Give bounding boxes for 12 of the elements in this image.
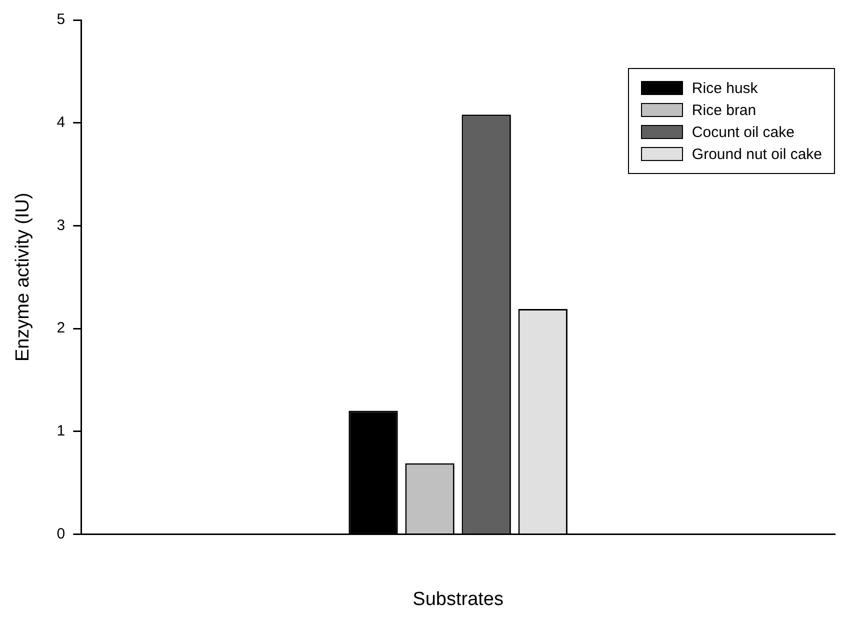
x-axis-title: Substrates (412, 588, 504, 610)
y-tick-label: 0 (56, 525, 66, 542)
y-tick-label: 4 (56, 114, 66, 131)
legend-label: Ground nut oil cake (692, 146, 822, 162)
y-tick-label: 5 (56, 11, 66, 28)
y-tick-label: 2 (56, 320, 66, 337)
legend-label: Cocunt oil cake (692, 124, 794, 140)
y-tick-label: 3 (56, 216, 66, 234)
y-tick-label: 1 (56, 422, 66, 440)
legend-label: Rice husk (692, 80, 758, 96)
legend-label: Rice bran (692, 102, 756, 118)
y-axis-title: Enzyme activity (IU) (12, 192, 34, 362)
